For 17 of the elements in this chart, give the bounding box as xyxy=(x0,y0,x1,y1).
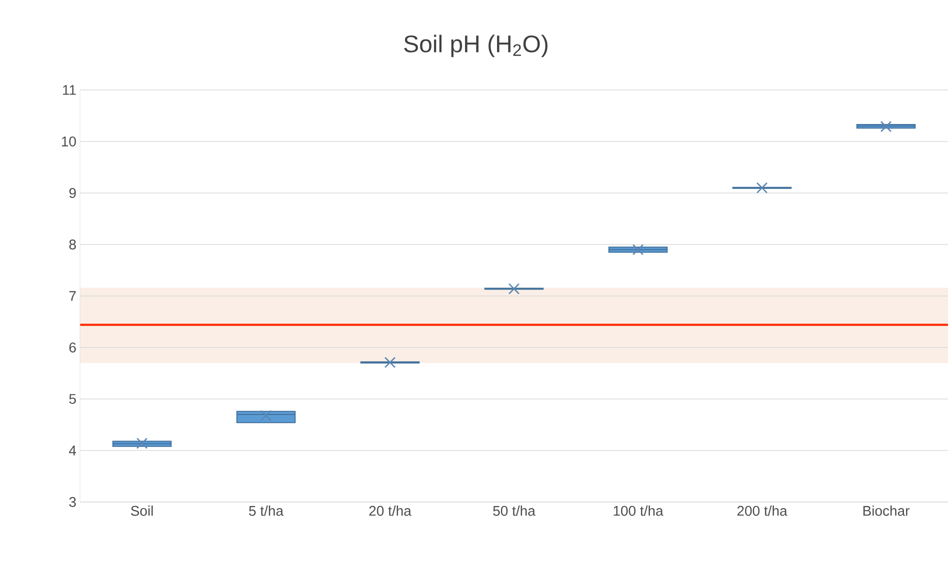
y-tick-label: 9 xyxy=(69,188,76,198)
y-tick-label: 8 xyxy=(69,240,76,250)
y-tick-label: 7 xyxy=(69,291,76,301)
chart-title: Soil pH (H$_{2}$O) xyxy=(404,34,548,58)
x-tick-label: Soil xyxy=(130,506,153,516)
y-tick-label: 4 xyxy=(68,446,76,456)
y-tick-label: 3 xyxy=(69,497,76,507)
x-tick-label: 200 t/ha xyxy=(737,506,788,516)
x-tick-label: Biochar xyxy=(863,506,910,516)
y-tick-label: 6 xyxy=(69,342,76,352)
y-tick-label: 10 xyxy=(62,136,76,146)
x-tick-label: 20 t/ha xyxy=(369,506,412,516)
x-tick-label: 5 t/ha xyxy=(249,506,284,516)
x-tick-label: 50 t/ha xyxy=(493,506,536,516)
y-tick-label: 11 xyxy=(63,85,76,95)
y-tick-label: 5 xyxy=(69,394,76,404)
x-tick-label: 100 t/ha xyxy=(614,506,664,516)
